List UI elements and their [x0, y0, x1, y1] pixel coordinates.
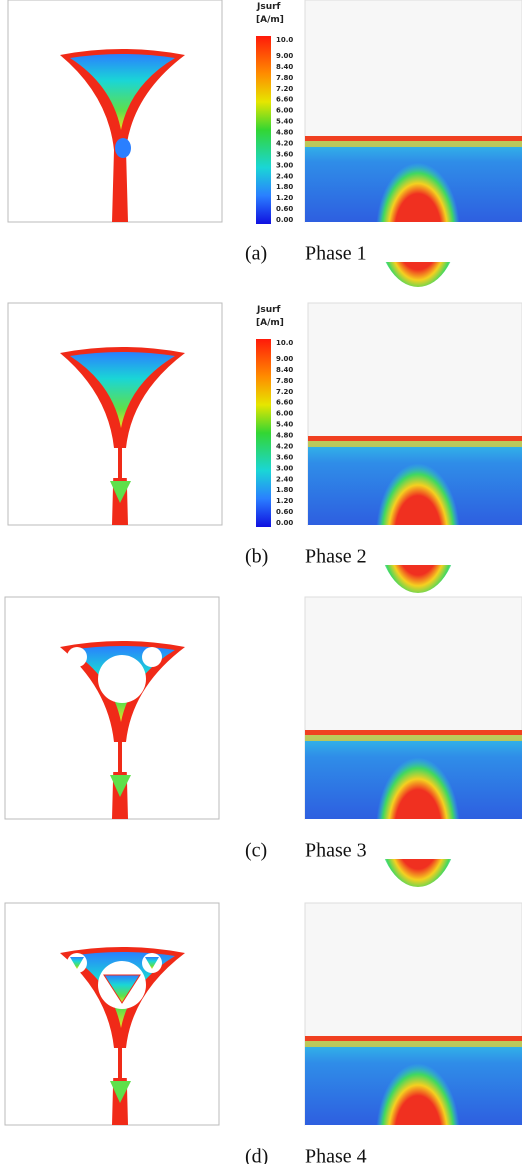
panel: (c) Phase 3	[4, 596, 522, 887]
field-mask	[308, 525, 522, 565]
colorbar-tick-label: 3.60	[276, 453, 293, 461]
field-mask	[305, 819, 522, 859]
colorbar-tick-label: 0.00	[276, 216, 293, 224]
colorbar-tick-label: 8.40	[276, 63, 293, 71]
antenna-field	[70, 352, 175, 428]
stem-field	[110, 1081, 131, 1103]
sub-patch	[103, 974, 141, 1004]
colorbar	[256, 339, 271, 527]
field-blob	[376, 743, 460, 887]
colorbar-title: Jsurf	[256, 305, 281, 315]
colorbar-tick-label: 4.20	[276, 139, 293, 147]
panel-caption: Phase 3	[305, 840, 367, 862]
panel: Jsurf [A/m] 10.0 9.00 8.40 7.80 7.20 6.60 6.00 5.…	[7, 0, 522, 287]
antenna-outline	[60, 947, 185, 1125]
colorbar-tick-label: 0.00	[276, 519, 293, 527]
field-edge-glow	[308, 441, 522, 447]
field-edge	[305, 1036, 522, 1041]
colorbar-tick-label: 1.80	[276, 183, 293, 191]
field-edge	[305, 136, 522, 141]
colorbar-unit: [A/m]	[256, 318, 284, 328]
colorbar-tick-label: 1.80	[276, 486, 293, 494]
field-mask	[305, 222, 522, 262]
panel-caption: Phase 2	[305, 546, 367, 568]
colorbar-unit: [A/m]	[256, 15, 284, 25]
stem-link	[118, 1048, 122, 1078]
feed-spot	[115, 138, 131, 158]
colorbar-tick-label: 7.80	[276, 74, 293, 82]
panel: (d) Phase 4	[4, 902, 522, 1164]
panel-label: (d)	[245, 1146, 268, 1164]
colorbar-title: Jsurf	[256, 2, 281, 12]
stem-field	[110, 775, 131, 797]
colorbar-tick-label: 5.40	[276, 421, 293, 429]
field-edge-glow	[305, 141, 522, 147]
colorbar-tick-label: 6.60	[276, 96, 293, 104]
colorbar-tick-label: 4.80	[276, 129, 293, 137]
colorbar-tick-label: 3.60	[276, 150, 293, 158]
panel-caption: Phase 1	[305, 243, 367, 265]
panel-label: (a)	[245, 243, 267, 265]
colorbar	[256, 36, 271, 224]
field-mask	[305, 1125, 522, 1164]
colorbar-tick-label: 2.40	[276, 475, 293, 483]
field-edge	[308, 436, 522, 441]
colorbar-tick-label: 1.20	[276, 497, 293, 505]
colorbar-tick-label: 2.40	[276, 172, 293, 180]
panel-caption: Phase 4	[305, 1146, 367, 1164]
field-edge-glow	[305, 1041, 522, 1047]
panel-label: (b)	[245, 546, 268, 568]
hole	[67, 647, 87, 667]
colorbar-tick-label: 5.40	[276, 118, 293, 126]
antenna-field	[70, 54, 175, 130]
stem-link	[118, 742, 122, 772]
antenna-outline	[60, 49, 185, 222]
field-edge	[305, 730, 522, 735]
colorbar-tick-label: 6.00	[276, 410, 293, 418]
colorbar-tick-label: 9.00	[276, 52, 293, 60]
hole	[142, 647, 162, 667]
antenna-outline	[60, 347, 185, 525]
field-blob	[376, 149, 460, 287]
colorbar-tick-label: 7.20	[276, 388, 293, 396]
hole	[98, 655, 146, 703]
stem-field	[110, 481, 131, 503]
colorbar-tick-label: 0.60	[276, 205, 293, 213]
colorbar-tick-label: 10.0	[276, 339, 293, 347]
colorbar-tick-label: 9.00	[276, 355, 293, 363]
colorbar-tick-label: 10.0	[276, 36, 293, 44]
colorbar-tick-label: 3.00	[276, 464, 293, 472]
colorbar-tick-label: 1.20	[276, 194, 293, 202]
sub-patch	[70, 957, 84, 969]
colorbar-tick-label: 0.60	[276, 508, 293, 516]
antenna-outline	[60, 641, 185, 819]
colorbar-tick-label: 6.60	[276, 399, 293, 407]
stem-link	[118, 448, 122, 478]
field-blob	[376, 449, 460, 593]
colorbar-tick-label: 6.00	[276, 107, 293, 115]
colorbar-tick-label: 8.40	[276, 366, 293, 374]
colorbar-tick-label: 4.80	[276, 432, 293, 440]
field-edge-glow	[305, 735, 522, 741]
panel-label: (c)	[245, 840, 267, 862]
colorbar-tick-label: 7.80	[276, 377, 293, 385]
sub-patch	[145, 957, 159, 969]
colorbar-tick-label: 7.20	[276, 85, 293, 93]
colorbar-tick-label: 4.20	[276, 442, 293, 450]
colorbar-tick-label: 3.00	[276, 161, 293, 169]
panel: Jsurf [A/m] 10.0 9.00 8.40 7.80 7.20 6.60 6.00 5.…	[7, 302, 522, 593]
